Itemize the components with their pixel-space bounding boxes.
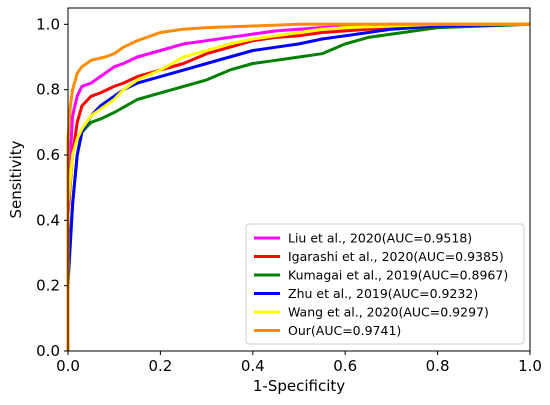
series-line-5 — [66, 22, 530, 351]
legend-label: Wang et al., 2020(AUC=0.9297) — [288, 305, 489, 320]
legend: Liu et al., 2020(AUC=0.9518) Igarashi et … — [245, 223, 525, 345]
y-axis-ticks: 0.0 0.2 0.4 0.6 0.8 1.0 — [36, 15, 68, 360]
legend-label: Zhu et al., 2019(AUC=0.9232) — [288, 286, 478, 301]
x-axis-title: 1-Specificity — [253, 377, 345, 395]
y-tick-label: 0.8 — [36, 81, 60, 99]
x-tick-label: 0.2 — [148, 357, 172, 375]
legend-label: Igarashi et al., 2020(AUC=0.9385) — [288, 249, 504, 264]
x-tick-label: 1.0 — [518, 357, 542, 375]
y-axis-title: Sensitivity — [7, 140, 25, 218]
series-line-6 — [66, 22, 530, 351]
x-axis-ticks: 0.0 0.2 0.4 0.6 0.8 1.0 — [56, 351, 542, 375]
x-tick-label: 0.6 — [333, 357, 357, 375]
y-tick-label: 0.4 — [36, 211, 60, 229]
series-line-1 — [66, 22, 530, 351]
y-tick-label: 1.0 — [36, 15, 60, 33]
y-tick-label: 0.0 — [36, 342, 60, 360]
x-tick-label: 0.0 — [56, 357, 80, 375]
series-line-4 — [66, 22, 531, 351]
x-tick-label: 0.8 — [426, 357, 450, 375]
series-line-2 — [66, 22, 530, 351]
legend-label: Liu et al., 2020(AUC=0.9518) — [288, 231, 472, 246]
legend-box — [245, 223, 525, 345]
legend-label: Kumagai et al., 2019(AUC=0.8967) — [288, 268, 508, 283]
y-tick-label: 0.6 — [36, 146, 60, 164]
x-tick-label: 0.4 — [241, 357, 265, 375]
series-lines — [66, 22, 531, 351]
legend-label: Our(AUC=0.9741) — [288, 323, 401, 338]
plot-frame — [67, 7, 531, 352]
y-tick-label: 0.2 — [36, 277, 60, 295]
